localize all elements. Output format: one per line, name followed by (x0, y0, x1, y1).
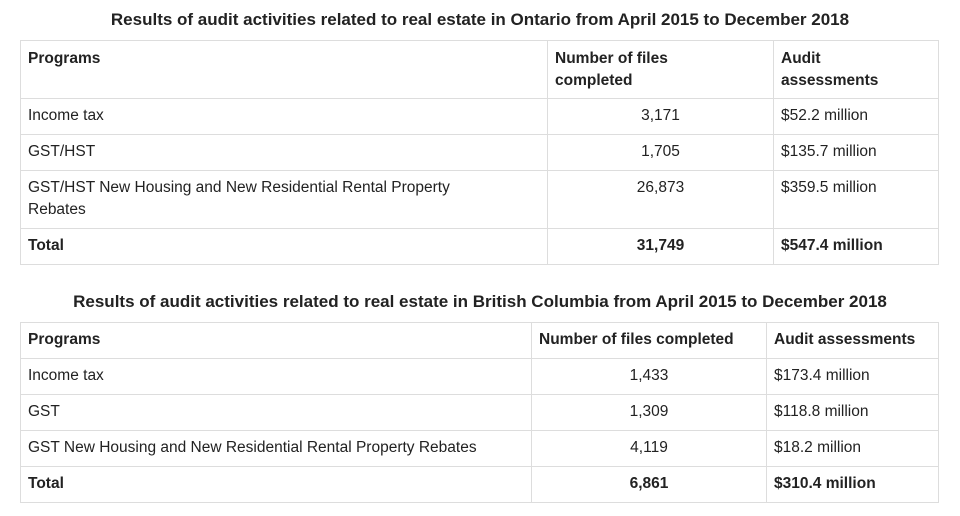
programs-header: Programs (20, 40, 548, 99)
table-header-row: Programs Number of files completed Audit… (20, 322, 939, 359)
assessment-cell: $359.5 million (773, 170, 939, 229)
audit-header-line2: assessments (781, 72, 879, 89)
files-completed-header: Number of files completed (547, 40, 774, 99)
total-label: Total (20, 228, 548, 265)
files-cell: 4,119 (531, 430, 767, 467)
audit-header-line1: Audit (781, 50, 821, 67)
table-row: GST/HST New Housing and New Residential … (20, 170, 939, 229)
bc-table-title: Results of audit activities related to r… (73, 292, 887, 311)
total-label: Total (20, 466, 532, 503)
total-row: Total 31,749 $547.4 million (20, 228, 939, 265)
files-cell: 1,309 (531, 394, 767, 431)
files-cell: 3,171 (547, 98, 774, 135)
audit-assessments-header: Audit assessments (766, 322, 939, 359)
program-cell: GST/HST New Housing and New Residential … (20, 170, 548, 229)
table-row: GST/HST 1,705 $135.7 million (20, 134, 939, 171)
assessment-cell: $18.2 million (766, 430, 939, 467)
program-cell: GST New Housing and New Residential Rent… (20, 430, 532, 467)
ontario-table-title: Results of audit activities related to r… (110, 10, 850, 29)
table-row: Income tax 1,433 $173.4 million (20, 358, 939, 395)
files-cell: 1,705 (547, 134, 774, 171)
files-header-line2: completed (555, 72, 633, 89)
program-cell: GST (20, 394, 532, 431)
files-cell: 26,873 (547, 170, 774, 229)
table-row: GST 1,309 $118.8 million (20, 394, 939, 431)
files-completed-header: Number of files completed (531, 322, 767, 359)
files-header-line1: Number of files (555, 50, 668, 67)
assessment-cell: $52.2 million (773, 98, 939, 135)
table-row: Income tax 3,171 $52.2 million (20, 98, 939, 135)
total-row: Total 6,861 $310.4 million (20, 466, 939, 503)
table-row: GST New Housing and New Residential Rent… (20, 430, 939, 467)
files-cell: 1,433 (531, 358, 767, 395)
total-assessment: $310.4 million (766, 466, 939, 503)
programs-header: Programs (20, 322, 532, 359)
total-files: 6,861 (531, 466, 767, 503)
bc-audit-table: Programs Number of files completed Audit… (20, 322, 939, 503)
assessment-cell: $118.8 million (766, 394, 939, 431)
assessment-cell: $135.7 million (773, 134, 939, 171)
audit-assessments-header: Audit assessments (773, 40, 939, 99)
total-files: 31,749 (547, 228, 774, 265)
program-cell: Income tax (20, 358, 532, 395)
program-cell: GST/HST (20, 134, 548, 171)
assessment-cell: $173.4 million (766, 358, 939, 395)
table-header-row: Programs Number of files completed Audit… (20, 40, 939, 99)
ontario-audit-table: Programs Number of files completed Audit… (20, 40, 939, 265)
program-cell: Income tax (20, 98, 548, 135)
total-assessment: $547.4 million (773, 228, 939, 265)
